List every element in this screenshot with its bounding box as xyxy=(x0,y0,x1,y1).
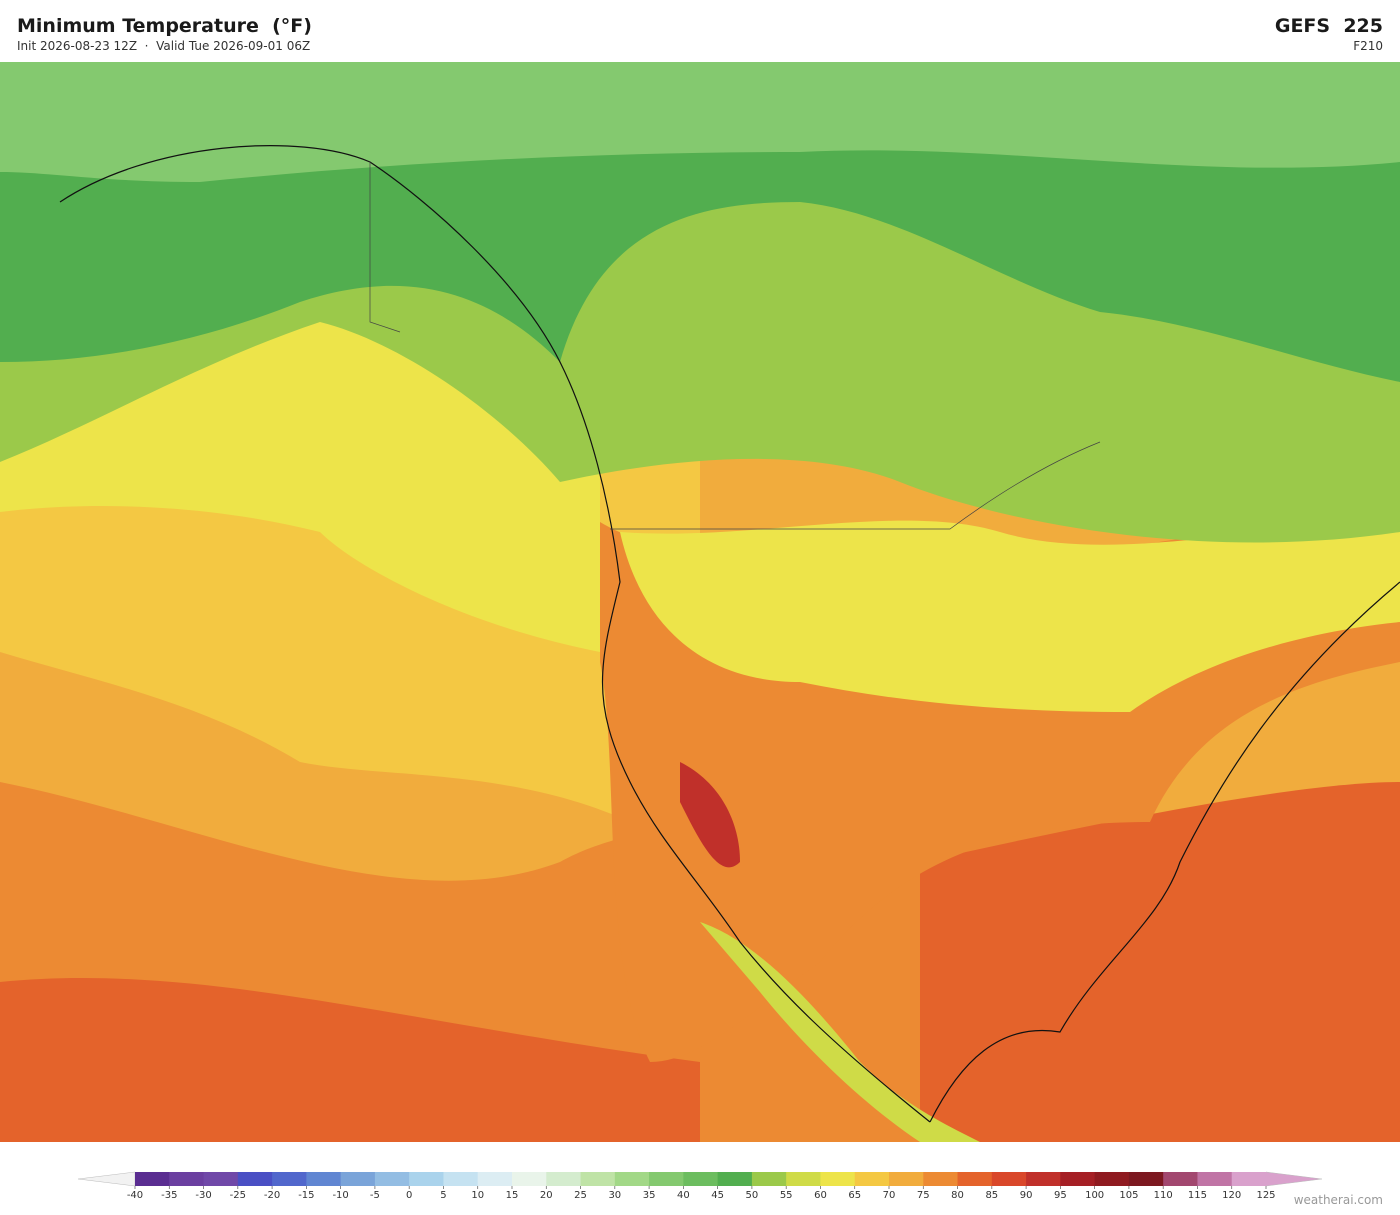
colorbar-segment xyxy=(991,1172,1027,1186)
colorbar-tick-label: 60 xyxy=(814,1190,827,1201)
colorbar-tick-label: 120 xyxy=(1222,1190,1241,1201)
colorbar-tick-label: 65 xyxy=(848,1190,861,1201)
colorbar: -40 -35 -30 -25 -20 -15 -10 -5 0 5 10 15 20 25 30 35 40 4… xyxy=(77,1171,1323,1201)
colorbar-segment xyxy=(409,1172,444,1186)
colorbar-segment xyxy=(854,1172,890,1186)
watermark: weatherai.com xyxy=(1293,1193,1383,1207)
colorbar-segment xyxy=(1128,1172,1164,1186)
colorbar-segment xyxy=(237,1172,273,1186)
map xyxy=(0,62,1400,1142)
colorbar-tick-label: 90 xyxy=(1020,1190,1033,1201)
colorbar-segment xyxy=(820,1172,856,1186)
colorbar-tick-label: -20 xyxy=(264,1190,280,1201)
colorbar-segment xyxy=(135,1172,170,1186)
model-name: GEFS 225 xyxy=(1274,15,1383,37)
colorbar-segment xyxy=(1163,1172,1198,1186)
colorbar-tick-label: -30 xyxy=(195,1190,211,1201)
colorbar-tick-label: 25 xyxy=(574,1190,587,1201)
colorbar-extend-low xyxy=(77,1171,136,1187)
colorbar-tick-label: -35 xyxy=(161,1190,177,1201)
colorbar-tick-label: 35 xyxy=(643,1190,656,1201)
colorbar-tick-label: -10 xyxy=(332,1190,348,1201)
colorbar-tick-label: -40 xyxy=(127,1190,143,1201)
colorbar-extend-high xyxy=(1265,1171,1323,1187)
colorbar-tick-label: 80 xyxy=(951,1190,964,1201)
colorbar-tick-label: 85 xyxy=(985,1190,998,1201)
colorbar-segment xyxy=(1026,1172,1061,1186)
colorbar-segment xyxy=(512,1172,547,1186)
colorbar-tick-label: 100 xyxy=(1085,1190,1104,1201)
colorbar-tick-label: -15 xyxy=(298,1190,314,1201)
colorbar-segment xyxy=(717,1172,753,1186)
colorbar-tick-label: 110 xyxy=(1154,1190,1173,1201)
colorbar-segment xyxy=(580,1172,616,1186)
colorbar-tick-label: 75 xyxy=(917,1190,930,1201)
colorbar-tick-label: 105 xyxy=(1119,1190,1138,1201)
colorbar-segment xyxy=(751,1172,787,1186)
colorbar-segment xyxy=(889,1172,924,1186)
colorbar-segment xyxy=(923,1172,959,1186)
colorbar-segment xyxy=(203,1172,239,1186)
colorbar-tick-label: 95 xyxy=(1054,1190,1067,1201)
colorbar-tick-label: 70 xyxy=(883,1190,896,1201)
colorbar-segment xyxy=(169,1172,205,1186)
colorbar-tick-label: 20 xyxy=(540,1190,553,1201)
colorbar-segment xyxy=(614,1172,650,1186)
colorbar-tick-label: 5 xyxy=(440,1190,446,1201)
colorbar-tick-label: 125 xyxy=(1256,1190,1275,1201)
map-subtitle: Init 2026-08-23 12Z · Valid Tue 2026-09-… xyxy=(17,39,311,53)
colorbar-segment xyxy=(683,1172,719,1186)
forecast-hour: F210 xyxy=(1353,39,1383,53)
colorbar-segment xyxy=(443,1172,479,1186)
colorbar-segment xyxy=(957,1172,993,1186)
colorbar-segment xyxy=(546,1172,582,1186)
colorbar-tick-label: 45 xyxy=(711,1190,724,1201)
colorbar-tick-label: 40 xyxy=(677,1190,690,1201)
colorbar-segment xyxy=(1094,1172,1130,1186)
colorbar-segment xyxy=(1060,1172,1096,1186)
colorbar-tick-label: 55 xyxy=(780,1190,793,1201)
colorbar-segment xyxy=(340,1172,376,1186)
colorbar-tick-label: -5 xyxy=(370,1190,380,1201)
colorbar-tick-label: 15 xyxy=(506,1190,519,1201)
map-title: Minimum Temperature (°F) xyxy=(17,15,312,37)
colorbar-tick-label: 30 xyxy=(608,1190,621,1201)
colorbar-tick-label: 0 xyxy=(406,1190,412,1201)
colorbar-segment xyxy=(272,1172,307,1186)
colorbar-segment xyxy=(649,1172,684,1186)
colorbar-tick-label: 10 xyxy=(471,1190,484,1201)
colorbar-tick-label: -25 xyxy=(230,1190,246,1201)
colorbar-tick-label: 115 xyxy=(1188,1190,1207,1201)
colorbar-segment xyxy=(1197,1172,1233,1186)
colorbar-segment xyxy=(374,1172,410,1186)
colorbar-segment xyxy=(477,1172,513,1186)
colorbar-segment xyxy=(1231,1172,1267,1186)
colorbar-segment xyxy=(306,1172,342,1186)
colorbar-tick-label: 50 xyxy=(746,1190,759,1201)
colorbar-segment xyxy=(786,1172,821,1186)
